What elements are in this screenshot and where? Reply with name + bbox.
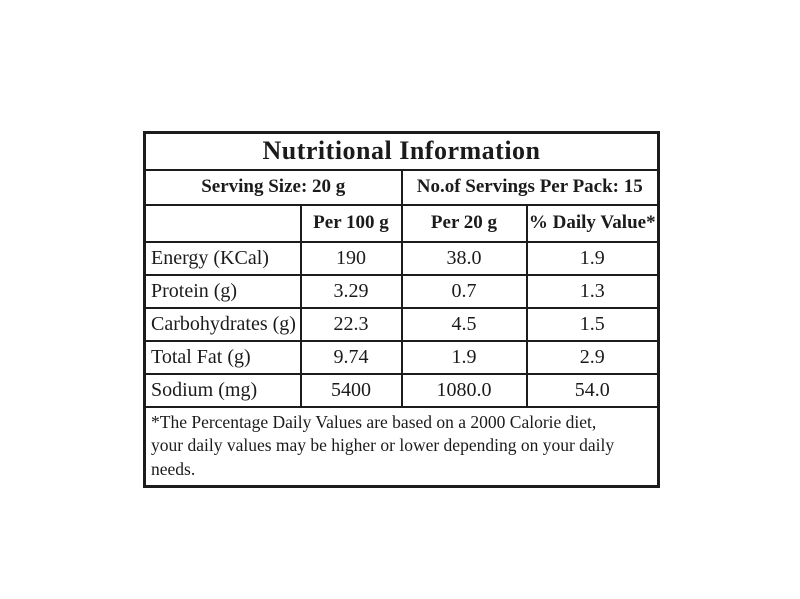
col-header-per-100g: Per 100 g [299, 203, 403, 243]
table-title-row: Nutritional Information [143, 131, 660, 171]
row-label: Energy (KCal) [143, 240, 302, 276]
column-header-row: Per 100 g Per 20 g % Daily Value* [143, 203, 660, 243]
footnote-row: *The Percentage Daily Values are based o… [143, 405, 660, 488]
col-header-per-20g: Per 20 g [400, 203, 528, 243]
value-per-20g: 1.9 [400, 339, 528, 375]
table-title: Nutritional Information [143, 131, 660, 171]
col-header-blank [143, 203, 302, 243]
servings-per-pack-label: No.of Servings Per Pack: 15 [400, 168, 660, 206]
table-row-energy: Energy (KCal) 190 38.0 1.9 [143, 240, 660, 276]
serving-size-label: Serving Size: 20 g [143, 168, 403, 206]
table-row-sodium: Sodium (mg) 5400 1080.0 54.0 [143, 372, 660, 408]
value-per-20g: 38.0 [400, 240, 528, 276]
serving-info-row: Serving Size: 20 g No.of Servings Per Pa… [143, 168, 660, 206]
footnote-line-2: your daily values may be higher or lower… [151, 435, 615, 479]
value-per-100g: 9.74 [299, 339, 403, 375]
value-per-20g: 4.5 [400, 306, 528, 342]
footnote-cell: *The Percentage Daily Values are based o… [143, 405, 660, 488]
value-per-100g: 190 [299, 240, 403, 276]
col-header-daily-value: % Daily Value* [525, 203, 660, 243]
value-daily-value: 1.3 [525, 273, 660, 309]
value-daily-value: 54.0 [525, 372, 660, 408]
footnote-line-1: *The Percentage Daily Values are based o… [151, 411, 597, 432]
value-per-100g: 3.29 [299, 273, 403, 309]
row-label: Sodium (mg) [143, 372, 302, 408]
row-label: Carbohydrates (g) [143, 306, 302, 342]
row-label: Protein (g) [143, 273, 302, 309]
value-per-20g: 1080.0 [400, 372, 528, 408]
value-daily-value: 1.9 [525, 240, 660, 276]
table-row-total-fat: Total Fat (g) 9.74 1.9 2.9 [143, 339, 660, 375]
table-row-protein: Protein (g) 3.29 0.7 1.3 [143, 273, 660, 309]
value-per-20g: 0.7 [400, 273, 528, 309]
value-daily-value: 2.9 [525, 339, 660, 375]
value-per-100g: 22.3 [299, 306, 403, 342]
nutrition-table: Nutritional Information Serving Size: 20… [143, 131, 660, 489]
value-daily-value: 1.5 [525, 306, 660, 342]
value-per-100g: 5400 [299, 372, 403, 408]
table-row-carbohydrates: Carbohydrates (g) 22.3 4.5 1.5 [143, 306, 660, 342]
row-label: Total Fat (g) [143, 339, 302, 375]
